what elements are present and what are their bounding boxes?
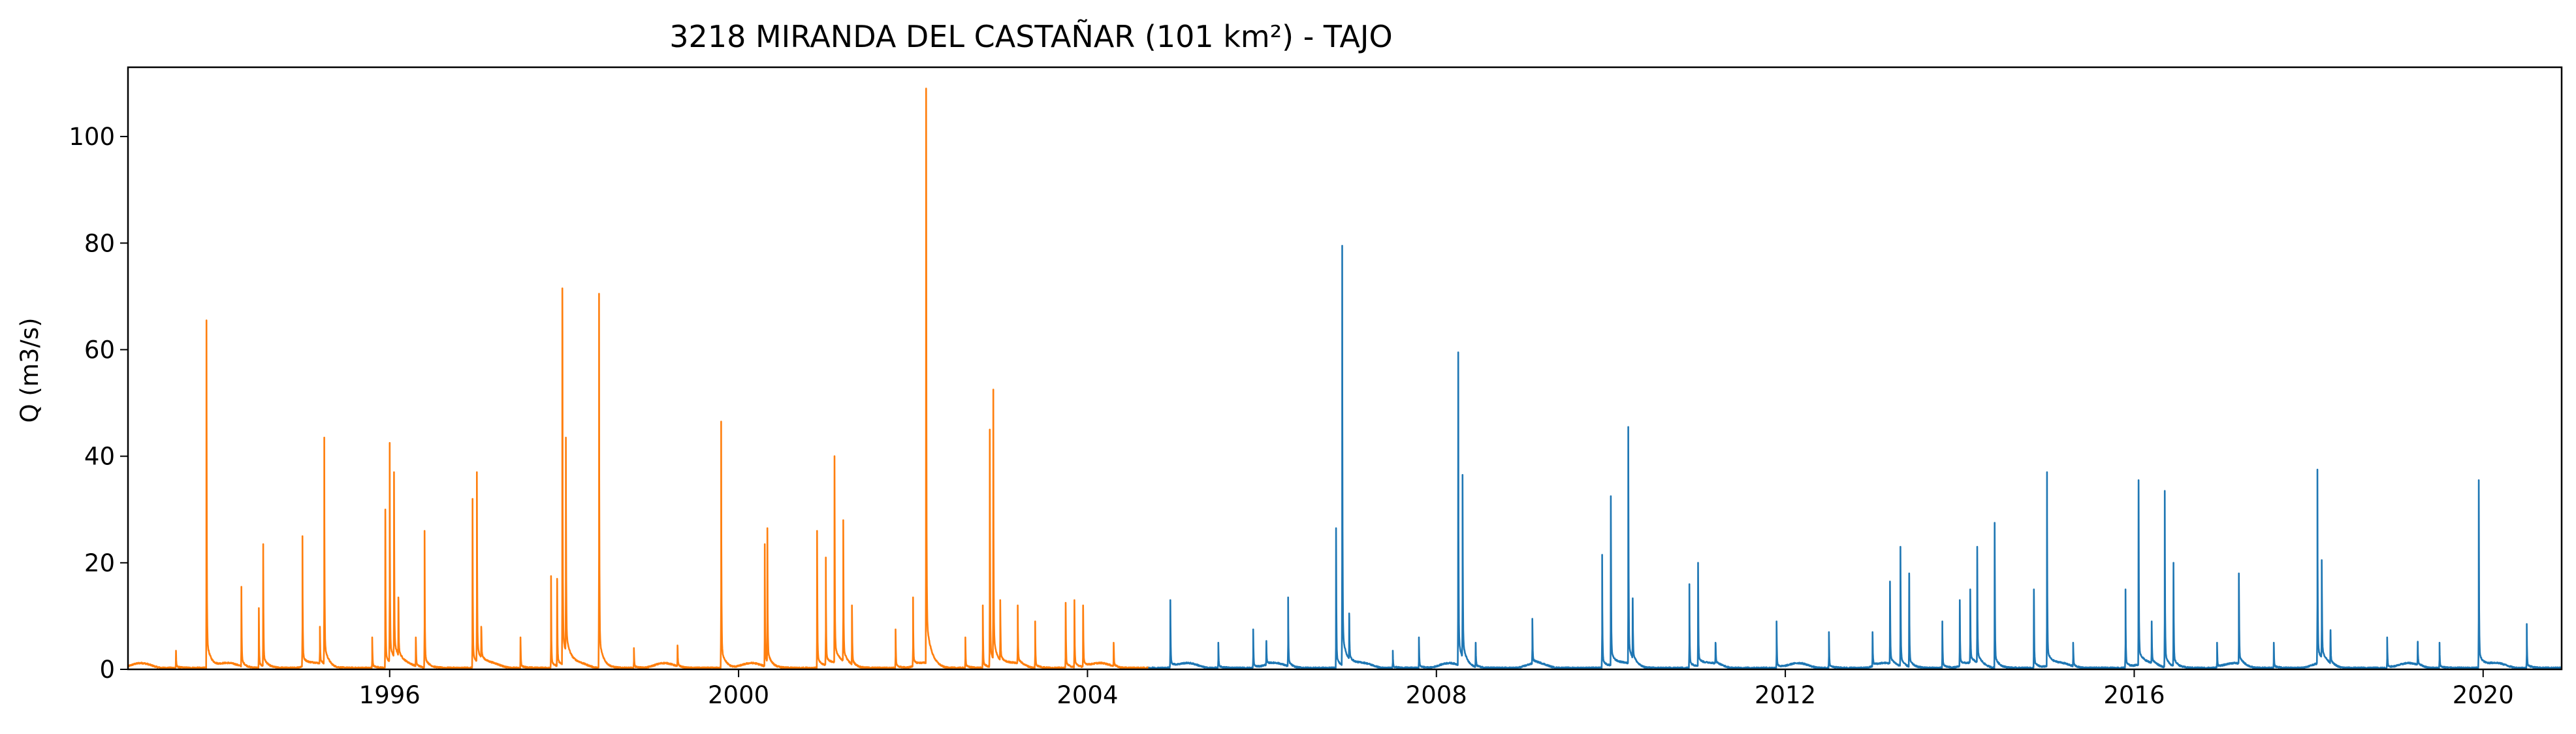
x-tick-label: 2016 (2103, 681, 2165, 709)
y-tick-label: 60 (84, 336, 115, 364)
y-tick-label: 40 (84, 443, 115, 471)
ticks-layer: 0 20 40 60 80 100 1996 2000 2004 2008 2012 2016 2020 (69, 123, 2513, 709)
series-line-1 (1148, 245, 2563, 670)
y-tick-label: 20 (84, 549, 115, 577)
series-layer (127, 88, 2563, 670)
series-line-0 (127, 88, 1149, 670)
plot-frame (127, 66, 2563, 671)
x-tick-label: 1996 (359, 681, 421, 709)
chart-title: 3218 MIRANDA DEL CASTAÑAR (101 km²) - TA… (669, 19, 1392, 54)
y-axis-label: Q (m3/s) (16, 317, 44, 423)
x-tick-label: 2004 (1057, 681, 1118, 709)
x-tick-label: 2020 (2453, 681, 2514, 709)
y-tick-label: 80 (84, 229, 115, 257)
x-tick-label: 2008 (1406, 681, 1467, 709)
x-tick-label: 2000 (708, 681, 769, 709)
x-tick-label: 2012 (1755, 681, 1816, 709)
y-tick-label: 100 (69, 123, 115, 151)
y-tick-label: 0 (99, 656, 115, 684)
